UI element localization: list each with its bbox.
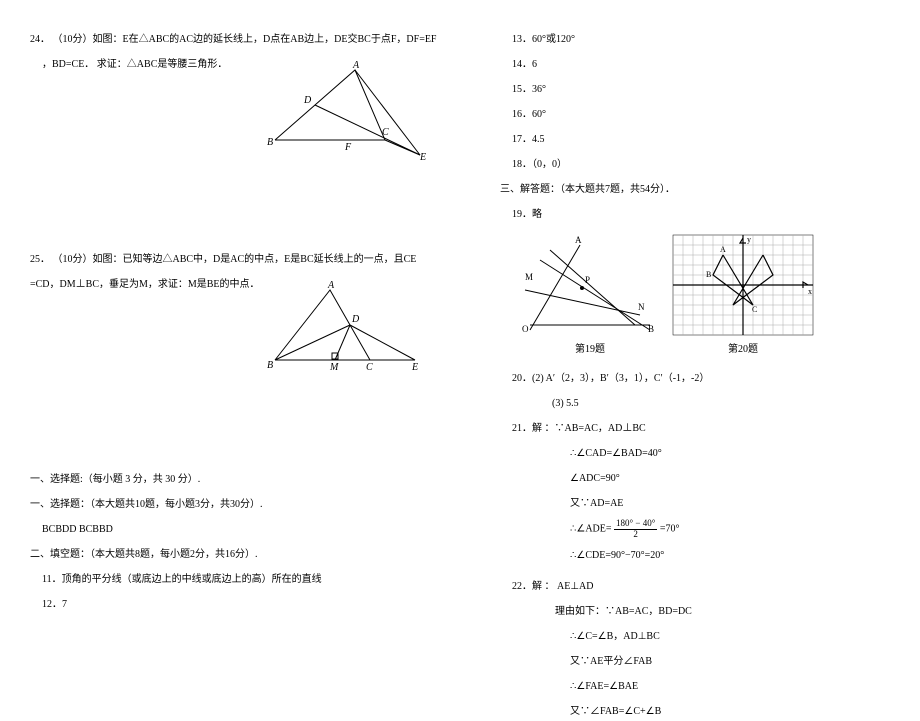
f20-C: C xyxy=(752,305,757,314)
a21-l2: ∠ADC=90° xyxy=(500,469,900,488)
a15: 15．36° xyxy=(500,80,900,99)
sec2: 二、填空题：（本大题共8题，每小题2分，共16分）. xyxy=(30,545,470,564)
a20b: (3) 5.5 xyxy=(500,394,900,413)
a22-l3: ∴∠FAE=∠BAE xyxy=(500,677,900,696)
q25-M: M xyxy=(329,362,339,370)
f19-A: A xyxy=(575,235,582,245)
a22-l4: 又∵∠FAB=∠C+∠B xyxy=(500,702,900,721)
sec3: 三、解答题：（本大题共7题，共54分）． xyxy=(500,180,900,199)
q25-line1: 25． （10分）如图：已知等边△ABC中，D是AC的中点，E是BC延长线上的一… xyxy=(30,250,470,269)
fig19: M N O P A B 第19题 xyxy=(520,230,660,359)
q24-text1: （10分）如图：E在△ABC的AC边的延长线上，D点在AB边上，DE交BC于点F… xyxy=(53,34,437,45)
f19-N: N xyxy=(638,302,645,312)
fig20-cap: 第20题 xyxy=(668,340,818,359)
a17: 17．4.5 xyxy=(500,130,900,149)
a21-head: 21．解 ：∵AB=AC，AD⊥BC xyxy=(500,419,900,438)
a21-l4: ∴∠ADE= 180° − 40° 2 =70° xyxy=(500,519,900,540)
a11: 11．顶角的平分线（或底边上的中线或底边上的高）所在的直线 xyxy=(30,570,470,589)
f19-O: O xyxy=(522,324,529,334)
a14: 14．6 xyxy=(500,55,900,74)
q24-E: E xyxy=(419,152,426,160)
a22-l1: ∴∠C=∠B，AD⊥BC xyxy=(500,627,900,646)
q25-figure: A B C D E M xyxy=(260,280,470,370)
a22-l0: 理由如下：∵AB=AC，BD=DC xyxy=(500,602,900,621)
f20-B: B xyxy=(706,270,711,279)
f20-y: y xyxy=(747,235,751,244)
f19-M: M xyxy=(525,272,533,282)
q25-text2: =CD，DM⊥BC，垂足为M，求证：M是BE的中点． xyxy=(30,279,260,290)
f20-A: A xyxy=(720,245,726,254)
q25-D: D xyxy=(351,314,360,325)
q24-text2: ，BD=CE． 求证：△ABC是等腰三角形． xyxy=(42,59,227,70)
q25-num: 25． xyxy=(30,254,50,265)
figs-row: M N O P A B 第19题 xyxy=(520,230,900,359)
a21-l1: ∴∠CAD=∠BAD=40° xyxy=(500,444,900,463)
q25-B: B xyxy=(267,360,273,370)
q24-D: D xyxy=(303,95,312,106)
q24-A: A xyxy=(352,60,360,71)
a21-frac: 180° − 40° 2 xyxy=(614,519,657,540)
q24-C: C xyxy=(382,127,389,138)
a16: 16．60° xyxy=(500,105,900,124)
fig20: A B C x y 第20题 xyxy=(668,230,818,359)
fig19-cap: 第19题 xyxy=(520,340,660,359)
a13: 13．60°或120° xyxy=(500,30,900,49)
q24-F: F xyxy=(344,142,352,153)
sec1a: 一、选择题:（每小题 3 分，共 30 分）. xyxy=(30,470,470,489)
q24-B: B xyxy=(267,137,273,148)
a21-l4a: ∴∠ADE= xyxy=(570,524,612,535)
a21-l4b: =70° xyxy=(660,524,680,535)
q24-line1: 24． （10分）如图：E在△ABC的AC边的延长线上，D点在AB边上，DE交B… xyxy=(30,30,470,49)
right-column: 13．60°或120° 14．6 15．36° 16．60° 17．4.5 18… xyxy=(490,0,920,638)
q25-text1: （10分）如图：已知等边△ABC中，D是AC的中点，E是BC延长线上的一点，且C… xyxy=(53,254,417,265)
f19-P: P xyxy=(585,275,590,285)
a12: 12．7 xyxy=(30,595,470,614)
q24-num: 24． xyxy=(30,34,50,45)
q24-figure: A B C D E F xyxy=(260,60,470,160)
q25-E: E xyxy=(411,362,418,370)
f20-x: x xyxy=(808,287,812,296)
a18: 18．（0，0） xyxy=(500,155,900,174)
ans-sel: BCBDD BCBBD xyxy=(30,520,470,539)
left-column: 24． （10分）如图：E在△ABC的AC边的延长线上，D点在AB边上，DE交B… xyxy=(0,0,490,638)
a21-frac-den: 2 xyxy=(614,530,657,540)
q25-A: A xyxy=(327,280,335,291)
a22-l2: 又∵AE平分∠FAB xyxy=(500,652,900,671)
a21-l3: 又∵AD=AE xyxy=(500,494,900,513)
a22-head: 22．解 ： AE⊥AD xyxy=(500,577,900,596)
a20a: 20．(2) A′（2，3），B′（3，1），C′（-1，-2） xyxy=(500,369,900,388)
a19: 19．略 xyxy=(500,205,900,224)
f19-B: B xyxy=(648,324,654,334)
q25-C: C xyxy=(366,362,373,370)
sec1b: 一、选择题：（本大题共10题，每小题3分，共30分）. xyxy=(30,495,470,514)
a21-l5: ∴∠CDE=90°−70°=20° xyxy=(500,546,900,565)
